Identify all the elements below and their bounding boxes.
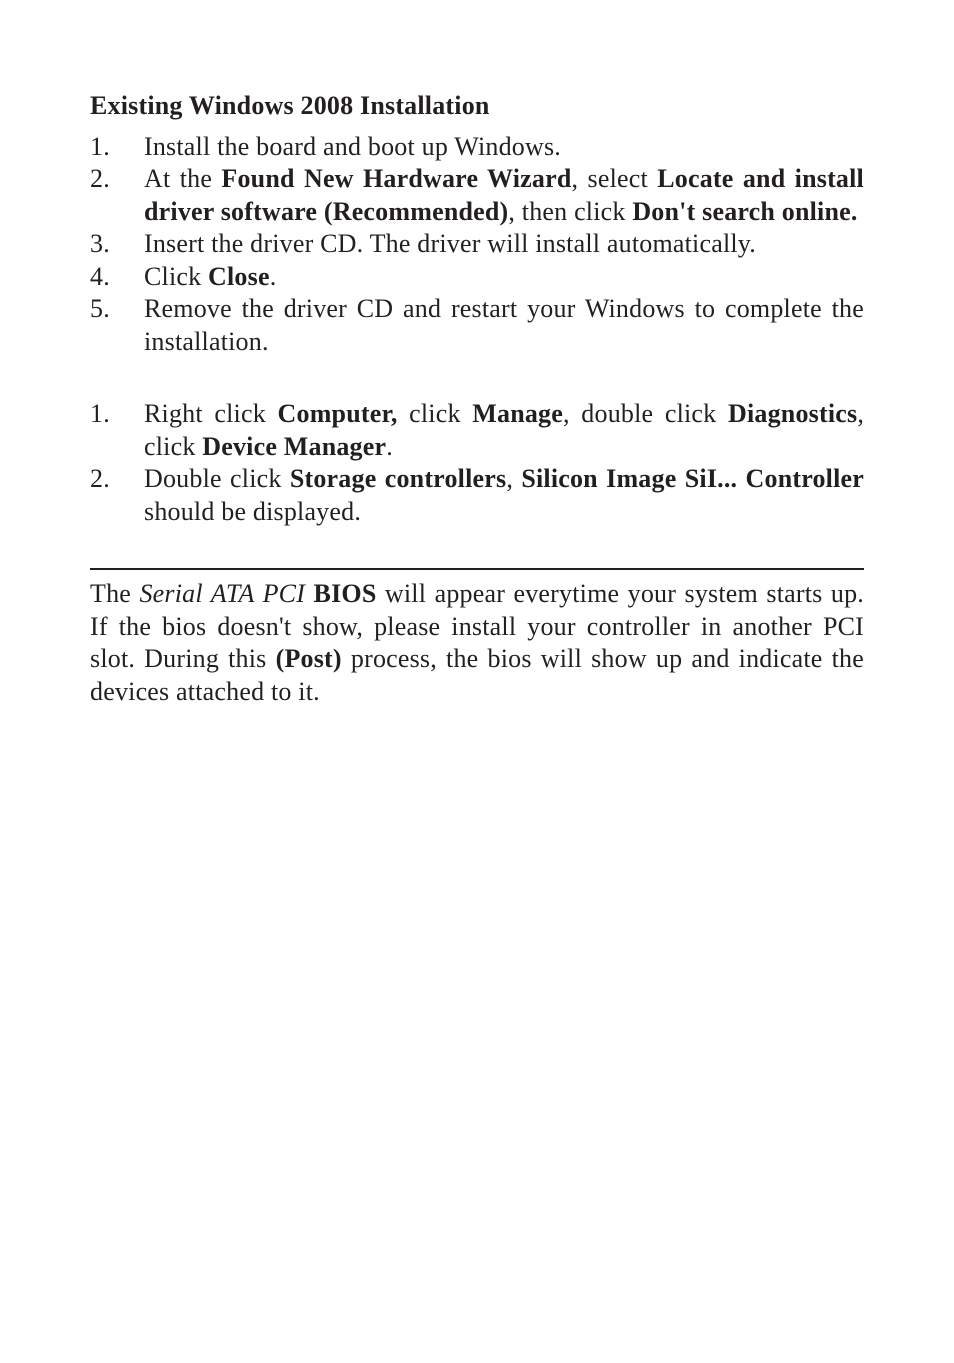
list-text: At the Found New Hardware Wizard, select… bbox=[144, 163, 864, 228]
list-item: 2.Double click Storage controllers, Sili… bbox=[90, 463, 864, 528]
instruction-list-1: 1.Install the board and boot up Windows.… bbox=[90, 131, 864, 359]
text-run: Install the board and boot up Windows. bbox=[144, 132, 561, 161]
text-run: (Post) bbox=[276, 644, 342, 673]
list-number: 5. bbox=[90, 293, 144, 358]
list-item: 3.Insert the driver CD. The driver will … bbox=[90, 228, 864, 261]
text-run: Close bbox=[208, 262, 270, 291]
text-run: , then click bbox=[508, 197, 632, 226]
text-run: click bbox=[398, 399, 473, 428]
text-run: . bbox=[270, 262, 277, 291]
text-run: Silicon Image SiI... Controller bbox=[521, 464, 864, 493]
list-number: 4. bbox=[90, 261, 144, 294]
text-run: Remove the driver CD and restart your Wi… bbox=[144, 294, 864, 356]
list-number: 1. bbox=[90, 131, 144, 164]
list-number: 3. bbox=[90, 228, 144, 261]
list-number: 2. bbox=[90, 163, 144, 228]
divider-rule bbox=[90, 568, 864, 570]
text-run: Don't search online. bbox=[632, 197, 857, 226]
text-run: At the bbox=[144, 164, 221, 193]
list-number: 1. bbox=[90, 398, 144, 463]
text-run: Storage controllers bbox=[290, 464, 506, 493]
text-run: . bbox=[386, 432, 393, 461]
list-text: Right click Computer, click Manage, doub… bbox=[144, 398, 864, 463]
text-run: Click bbox=[144, 262, 208, 291]
text-run: Manage bbox=[472, 399, 563, 428]
section-heading: Existing Windows 2008 Installation bbox=[90, 90, 864, 123]
text-run: Right click bbox=[144, 399, 278, 428]
bios-paragraph: The Serial ATA PCI BIOS will appear ever… bbox=[90, 578, 864, 708]
text-run bbox=[305, 579, 313, 608]
text-run: , bbox=[506, 464, 521, 493]
list-text: Insert the driver CD. The driver will in… bbox=[144, 228, 864, 261]
list-text: Double click Storage controllers, Silico… bbox=[144, 463, 864, 528]
text-run: Diagnostics bbox=[728, 399, 857, 428]
list-item: 1.Right click Computer, click Manage, do… bbox=[90, 398, 864, 463]
text-run: , select bbox=[572, 164, 658, 193]
list-text: Click Close. bbox=[144, 261, 864, 294]
list-text: Remove the driver CD and restart your Wi… bbox=[144, 293, 864, 358]
list-item: 4.Click Close. bbox=[90, 261, 864, 294]
text-run: BIOS bbox=[314, 579, 377, 608]
text-run: The bbox=[90, 579, 139, 608]
text-run: Computer, bbox=[278, 399, 398, 428]
list-number: 2. bbox=[90, 463, 144, 528]
list-item: 5.Remove the driver CD and restart your … bbox=[90, 293, 864, 358]
list-text: Install the board and boot up Windows. bbox=[144, 131, 864, 164]
text-run: should be displayed. bbox=[144, 497, 361, 526]
text-run: , double click bbox=[563, 399, 728, 428]
text-run: Double click bbox=[144, 464, 290, 493]
list-item: 2.At the Found New Hardware Wizard, sele… bbox=[90, 163, 864, 228]
text-run: Insert the driver CD. The driver will in… bbox=[144, 229, 756, 258]
text-run: Found New Hardware Wizard bbox=[221, 164, 571, 193]
text-run: Serial ATA PCI bbox=[139, 579, 305, 608]
text-run: Device Manager bbox=[202, 432, 386, 461]
list-item: 1.Install the board and boot up Windows. bbox=[90, 131, 864, 164]
instruction-list-2: 1.Right click Computer, click Manage, do… bbox=[90, 398, 864, 528]
